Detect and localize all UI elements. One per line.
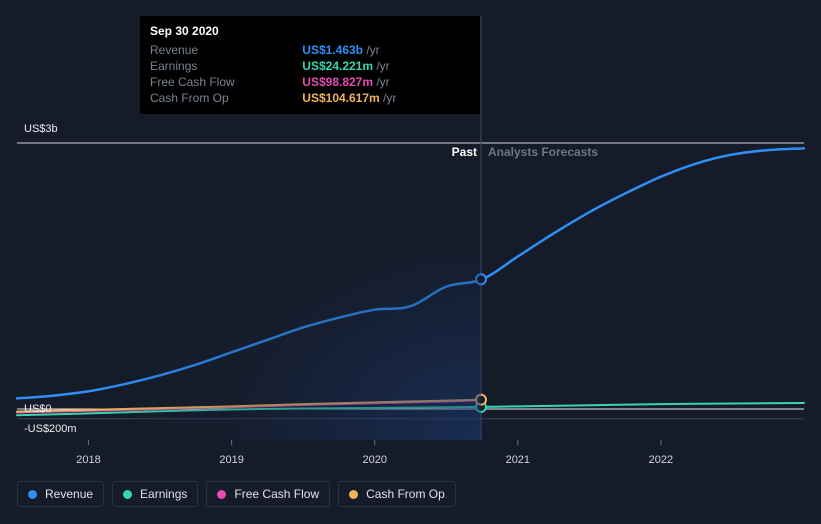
tooltip-row: Cash From OpUS$104.617m /yr <box>150 90 470 106</box>
legend-item-free-cash-flow[interactable]: Free Cash Flow <box>206 481 330 507</box>
tooltip-row-label: Earnings <box>150 58 302 74</box>
legend-label: Cash From Op <box>366 487 445 501</box>
legend-item-revenue[interactable]: Revenue <box>17 481 104 507</box>
tooltip: Sep 30 2020 RevenueUS$1.463b /yrEarnings… <box>140 16 480 114</box>
series-revenue <box>17 148 804 398</box>
tooltip-date: Sep 30 2020 <box>150 22 470 42</box>
tooltip-row-value: US$98.827m /yr <box>302 74 470 90</box>
legend-item-earnings[interactable]: Earnings <box>112 481 198 507</box>
y-axis-label: -US$200m <box>24 423 77 435</box>
tooltip-row-value: US$104.617m /yr <box>302 90 470 106</box>
forecasts-label: Analysts Forecasts <box>488 145 598 159</box>
tooltip-row: RevenueUS$1.463b /yr <box>150 42 470 58</box>
legend: Revenue Earnings Free Cash Flow Cash From O… <box>17 481 456 507</box>
tooltip-table: RevenueUS$1.463b /yrEarningsUS$24.221m /… <box>150 42 470 106</box>
tooltip-row-label: Cash From Op <box>150 90 302 106</box>
tooltip-row-label: Free Cash Flow <box>150 74 302 90</box>
legend-item-cash-from-op[interactable]: Cash From Op <box>338 481 456 507</box>
x-axis-tick: 2020 <box>362 454 386 466</box>
legend-swatch <box>217 490 226 499</box>
y-axis-label: US$0 <box>24 403 52 415</box>
past-label: Past <box>452 145 477 159</box>
tooltip-row: EarningsUS$24.221m /yr <box>150 58 470 74</box>
legend-label: Earnings <box>140 487 187 501</box>
legend-label: Revenue <box>45 487 93 501</box>
x-axis-tick: 2019 <box>219 454 243 466</box>
legend-swatch <box>349 490 358 499</box>
legend-swatch <box>123 490 132 499</box>
x-axis-tick: 2021 <box>506 454 530 466</box>
tooltip-row-value: US$1.463b /yr <box>302 42 470 58</box>
legend-label: Free Cash Flow <box>234 487 319 501</box>
x-axis-tick: 2022 <box>649 454 673 466</box>
tooltip-row-label: Revenue <box>150 42 302 58</box>
tooltip-row-value: US$24.221m /yr <box>302 58 470 74</box>
legend-swatch <box>28 490 37 499</box>
x-axis-tick: 2018 <box>76 454 100 466</box>
tooltip-row: Free Cash FlowUS$98.827m /yr <box>150 74 470 90</box>
financial-chart: US$3b US$0 -US$200m Past Analysts Forecast… <box>0 0 821 524</box>
y-axis-label: US$3b <box>24 123 58 135</box>
